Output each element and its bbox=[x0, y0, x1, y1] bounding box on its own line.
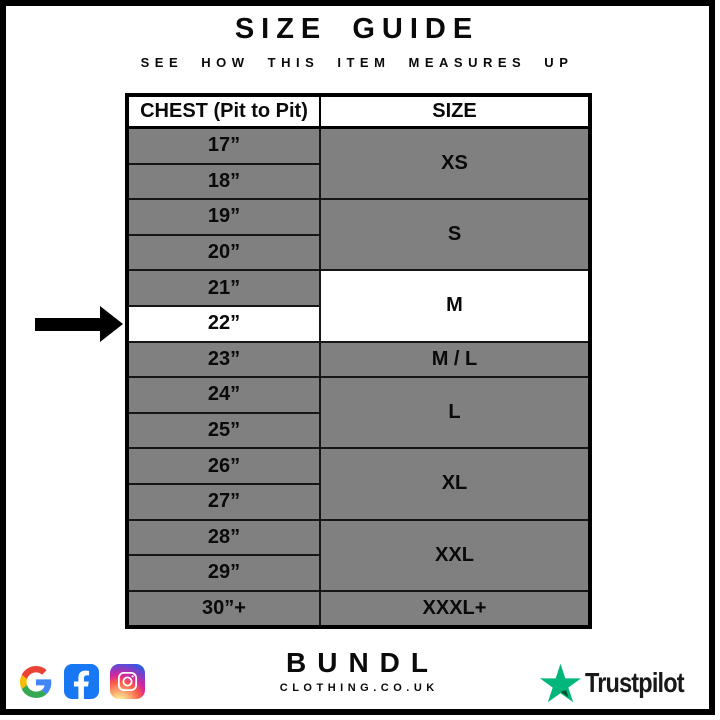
size-table: CHEST (Pit to Pit) SIZE 17” XS 18” 19” S 20” 2… bbox=[125, 93, 592, 630]
chest-cell: 25” bbox=[126, 411, 321, 450]
chest-cell: 27” bbox=[126, 482, 321, 521]
brand-domain: CLOTHING.CO.UK bbox=[279, 682, 439, 694]
page-subtitle: SEE HOW THIS ITEM MEASURES UP bbox=[140, 55, 574, 70]
chest-cell: 29” bbox=[126, 554, 321, 592]
table-row: 17” XS bbox=[126, 126, 591, 201]
chest-cell: 21” bbox=[126, 269, 321, 307]
size-cell: M / L bbox=[319, 340, 591, 379]
table-row: 20” bbox=[126, 233, 590, 272]
table-row: 21” M bbox=[126, 269, 591, 343]
size-column-header: SIZE bbox=[319, 94, 591, 129]
size-cell: XS bbox=[319, 126, 591, 201]
chest-cell: 17” bbox=[126, 126, 321, 165]
table-row: 24” L bbox=[126, 376, 591, 450]
trustpilot-logo[interactable]: Trustpilot bbox=[540, 663, 703, 703]
chest-cell: 24” bbox=[126, 376, 321, 414]
table-row: 23” M / L bbox=[126, 340, 591, 379]
arrow-shaft bbox=[35, 318, 102, 331]
instagram-icon[interactable] bbox=[110, 664, 145, 699]
chest-cell: 19” bbox=[126, 198, 321, 236]
size-cell: XXL bbox=[319, 518, 591, 592]
chest-cell: 23” bbox=[126, 340, 321, 379]
chest-cell: 20” bbox=[126, 233, 321, 272]
brand-name: BUNDL bbox=[286, 647, 439, 678]
chest-cell: 30”+ bbox=[126, 589, 321, 629]
page-title: SIZE GUIDE bbox=[234, 13, 480, 45]
trustpilot-label: Trustpilot bbox=[585, 667, 685, 698]
table-row: 30”+ XXXL+ bbox=[126, 589, 591, 629]
table-row: 27” bbox=[126, 482, 590, 521]
chest-cell: 18” bbox=[126, 162, 321, 201]
size-cell: S bbox=[319, 198, 591, 272]
table-header-row: CHEST (Pit to Pit) SIZE bbox=[126, 94, 591, 129]
chest-cell: 26” bbox=[126, 447, 321, 485]
table-row: 22” bbox=[126, 304, 590, 343]
chest-cell: 28” bbox=[126, 518, 321, 557]
size-cell: M bbox=[319, 269, 591, 343]
size-cell: L bbox=[319, 376, 591, 450]
table-row: 28” XXL bbox=[126, 518, 591, 592]
chest-column-header: CHEST (Pit to Pit) bbox=[126, 94, 321, 129]
table-row: 26” XL bbox=[126, 447, 591, 521]
table-row: 18” bbox=[126, 162, 590, 201]
size-cell: XL bbox=[319, 447, 591, 521]
trustpilot-star-icon bbox=[540, 663, 581, 703]
brand-logo: BUNDL CLOTHING.CO.UK bbox=[0, 647, 714, 694]
table-row: 19” S bbox=[126, 198, 591, 272]
arrow-head bbox=[100, 306, 123, 342]
google-icon[interactable] bbox=[20, 666, 52, 698]
size-cell: XXXL+ bbox=[319, 589, 591, 629]
table-row: 29” bbox=[126, 554, 590, 592]
chest-cell: 22” bbox=[126, 304, 321, 343]
table-row: 25” bbox=[126, 411, 590, 450]
facebook-icon[interactable] bbox=[64, 664, 99, 699]
